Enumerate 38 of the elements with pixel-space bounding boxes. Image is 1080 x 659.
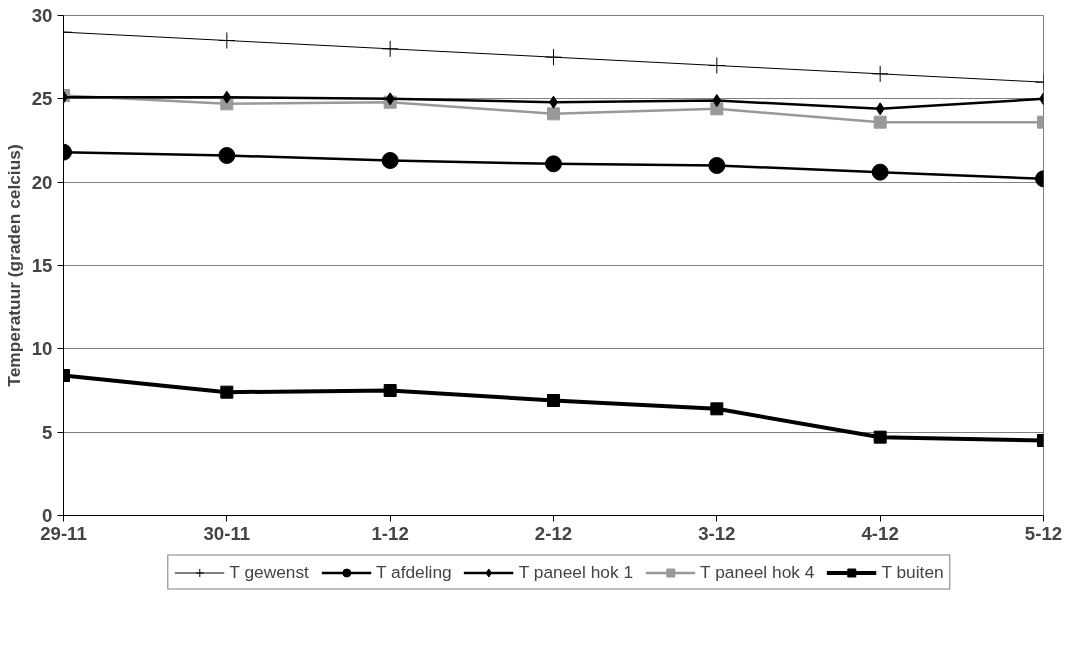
- x-tick-label: 5-12: [1024, 522, 1063, 544]
- point: [875, 102, 885, 116]
- x-tick-label: 1-12: [371, 522, 409, 544]
- point: [381, 40, 399, 58]
- legend-label: T buiten: [881, 561, 944, 583]
- x-tick-label: 3-12: [698, 522, 736, 544]
- legend-label: T gewenst: [229, 561, 309, 583]
- point: [222, 90, 232, 104]
- x-tick-label: 2-12: [534, 522, 573, 544]
- point: [220, 385, 234, 399]
- y-tick-label: 10: [31, 338, 53, 360]
- y-tick-label: 25: [31, 88, 53, 110]
- legend-label: T paneel hok 4: [700, 561, 815, 583]
- y-tick-label: 5: [42, 421, 53, 443]
- point: [545, 48, 562, 66]
- point: [545, 155, 562, 173]
- y-tick-label: 30: [31, 5, 53, 26]
- x-tick-label: 4-12: [861, 522, 899, 544]
- point: [708, 57, 726, 74]
- point: [708, 157, 726, 174]
- point: [381, 152, 399, 169]
- point: [383, 384, 397, 397]
- point: [871, 163, 889, 181]
- point: [218, 147, 236, 164]
- point: [218, 32, 236, 49]
- point: [710, 402, 724, 416]
- y-tick-label: 15: [31, 255, 53, 276]
- x-tick-label: 30-11: [203, 522, 251, 544]
- y-tick-label: 20: [31, 171, 53, 193]
- point: [547, 394, 560, 407]
- point: [873, 115, 887, 129]
- point: [871, 65, 889, 83]
- point: [547, 107, 560, 121]
- legend-label: T afdeling: [375, 561, 452, 583]
- point: [873, 430, 887, 444]
- y-axis-title: Temperatuur (graden celcius): [3, 144, 24, 387]
- legend-label: T paneel hok 1: [518, 561, 634, 583]
- point: [712, 94, 722, 107]
